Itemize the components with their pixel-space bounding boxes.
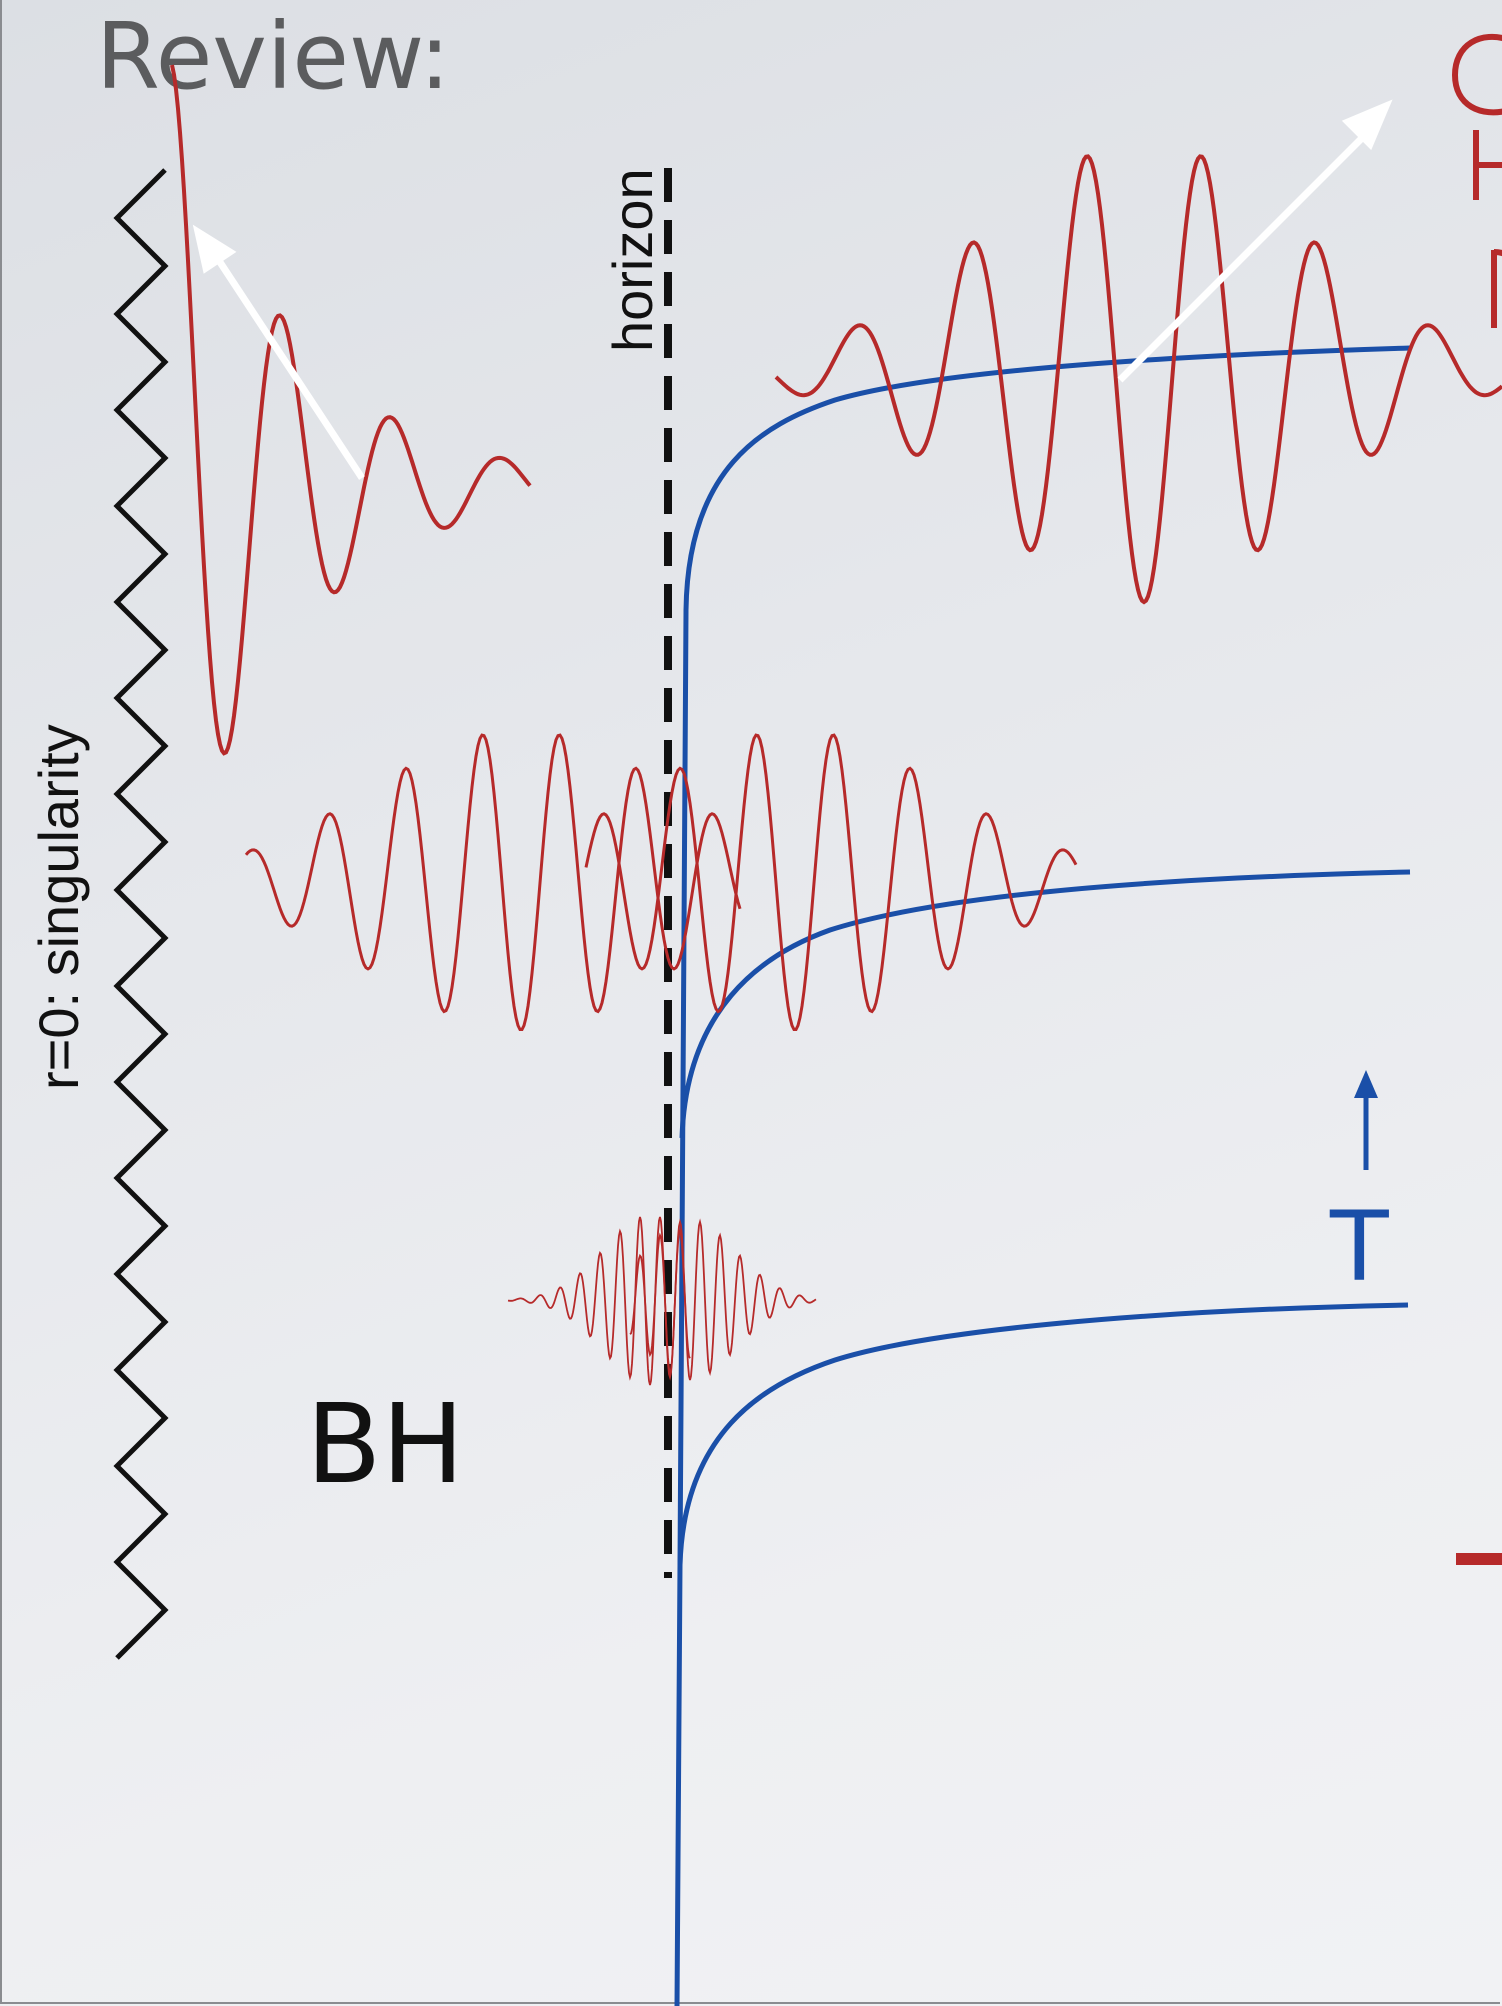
slide-title: Review: [96, 3, 450, 110]
black-hole-label: BH [306, 1380, 464, 1508]
outgoing-wavepacket [774, 154, 1502, 605]
horizon-wavepacket-b [584, 733, 1078, 1031]
outgoing-arrow-shaft [1117, 125, 1375, 383]
slice-stem [674, 611, 689, 2006]
time-slices [674, 345, 1411, 2006]
time-label: T [1329, 1191, 1389, 1303]
slice-curve-middle [679, 869, 1411, 1139]
compressed-wavepacket-b [629, 1218, 817, 1381]
horizon-wavepacket-a [244, 733, 742, 1031]
singularity-label: r=0: singularity [27, 724, 90, 1090]
arrow-up-icon [1354, 1070, 1378, 1170]
slice-curve-top [683, 345, 1411, 612]
infalling-arrow-shaft [209, 248, 365, 480]
wavepackets [170, 64, 1502, 1386]
outgoing-arrow-head [1341, 99, 1393, 151]
white-arrows [192, 99, 1393, 480]
cropped-red-bar [1456, 1553, 1502, 1565]
horizon-label: horizon [601, 168, 664, 352]
singularity-zigzag [113, 168, 169, 1660]
slice-curve-bottom [677, 1302, 1409, 1566]
cropped-red-heading [1451, 33, 1502, 328]
compressed-wavepacket-a [507, 1216, 691, 1386]
infalling-arrow-head [192, 224, 237, 274]
infalling-wavepacket [170, 64, 532, 756]
